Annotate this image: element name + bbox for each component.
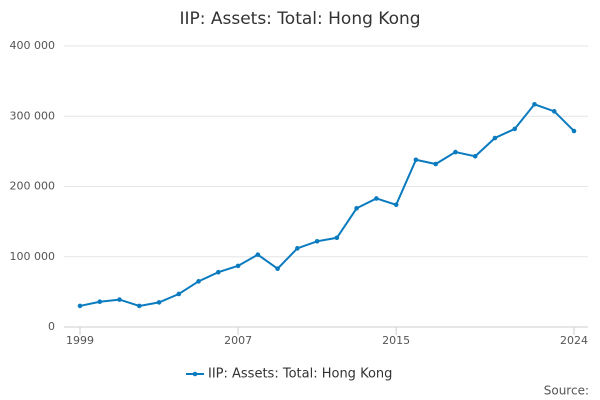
point <box>512 126 518 132</box>
point <box>314 238 320 244</box>
point <box>334 235 340 241</box>
point <box>216 269 221 275</box>
point <box>551 109 557 114</box>
chart-title: IIP: Assets: Total: Hong Kong <box>179 9 420 29</box>
point <box>117 297 122 302</box>
y-tick-label: 0 <box>48 320 55 333</box>
point <box>275 266 280 271</box>
point <box>176 291 182 297</box>
point <box>354 205 359 211</box>
point <box>374 196 379 201</box>
point <box>255 252 261 257</box>
point <box>413 157 419 163</box>
point <box>453 149 458 155</box>
source: Source: <box>544 384 589 398</box>
point <box>492 135 498 141</box>
x-tick-label: 2024 <box>560 334 588 347</box>
y-tick-label: 400 000 <box>10 39 56 52</box>
y-tick-label: 300 000 <box>10 109 56 122</box>
point <box>156 300 162 305</box>
x-tick-label: 1999 <box>66 334 94 347</box>
x-tick-label: 2007 <box>224 334 252 347</box>
point <box>136 303 142 309</box>
point <box>571 128 577 134</box>
y-tick-label: 100 000 <box>10 250 56 263</box>
legend-label: IIP: Assets: Total: Hong Kong <box>208 367 392 382</box>
y-tick-label: 200 000 <box>10 180 56 193</box>
point <box>472 153 478 159</box>
legend-marker <box>192 371 198 377</box>
point <box>196 279 201 284</box>
point <box>295 246 300 251</box>
point <box>97 299 103 305</box>
point <box>532 102 537 107</box>
point <box>393 202 399 208</box>
line <box>79 103 575 307</box>
point <box>235 263 241 269</box>
point <box>77 303 83 309</box>
point <box>433 161 438 167</box>
x-tick-label: 2015 <box>382 334 410 347</box>
